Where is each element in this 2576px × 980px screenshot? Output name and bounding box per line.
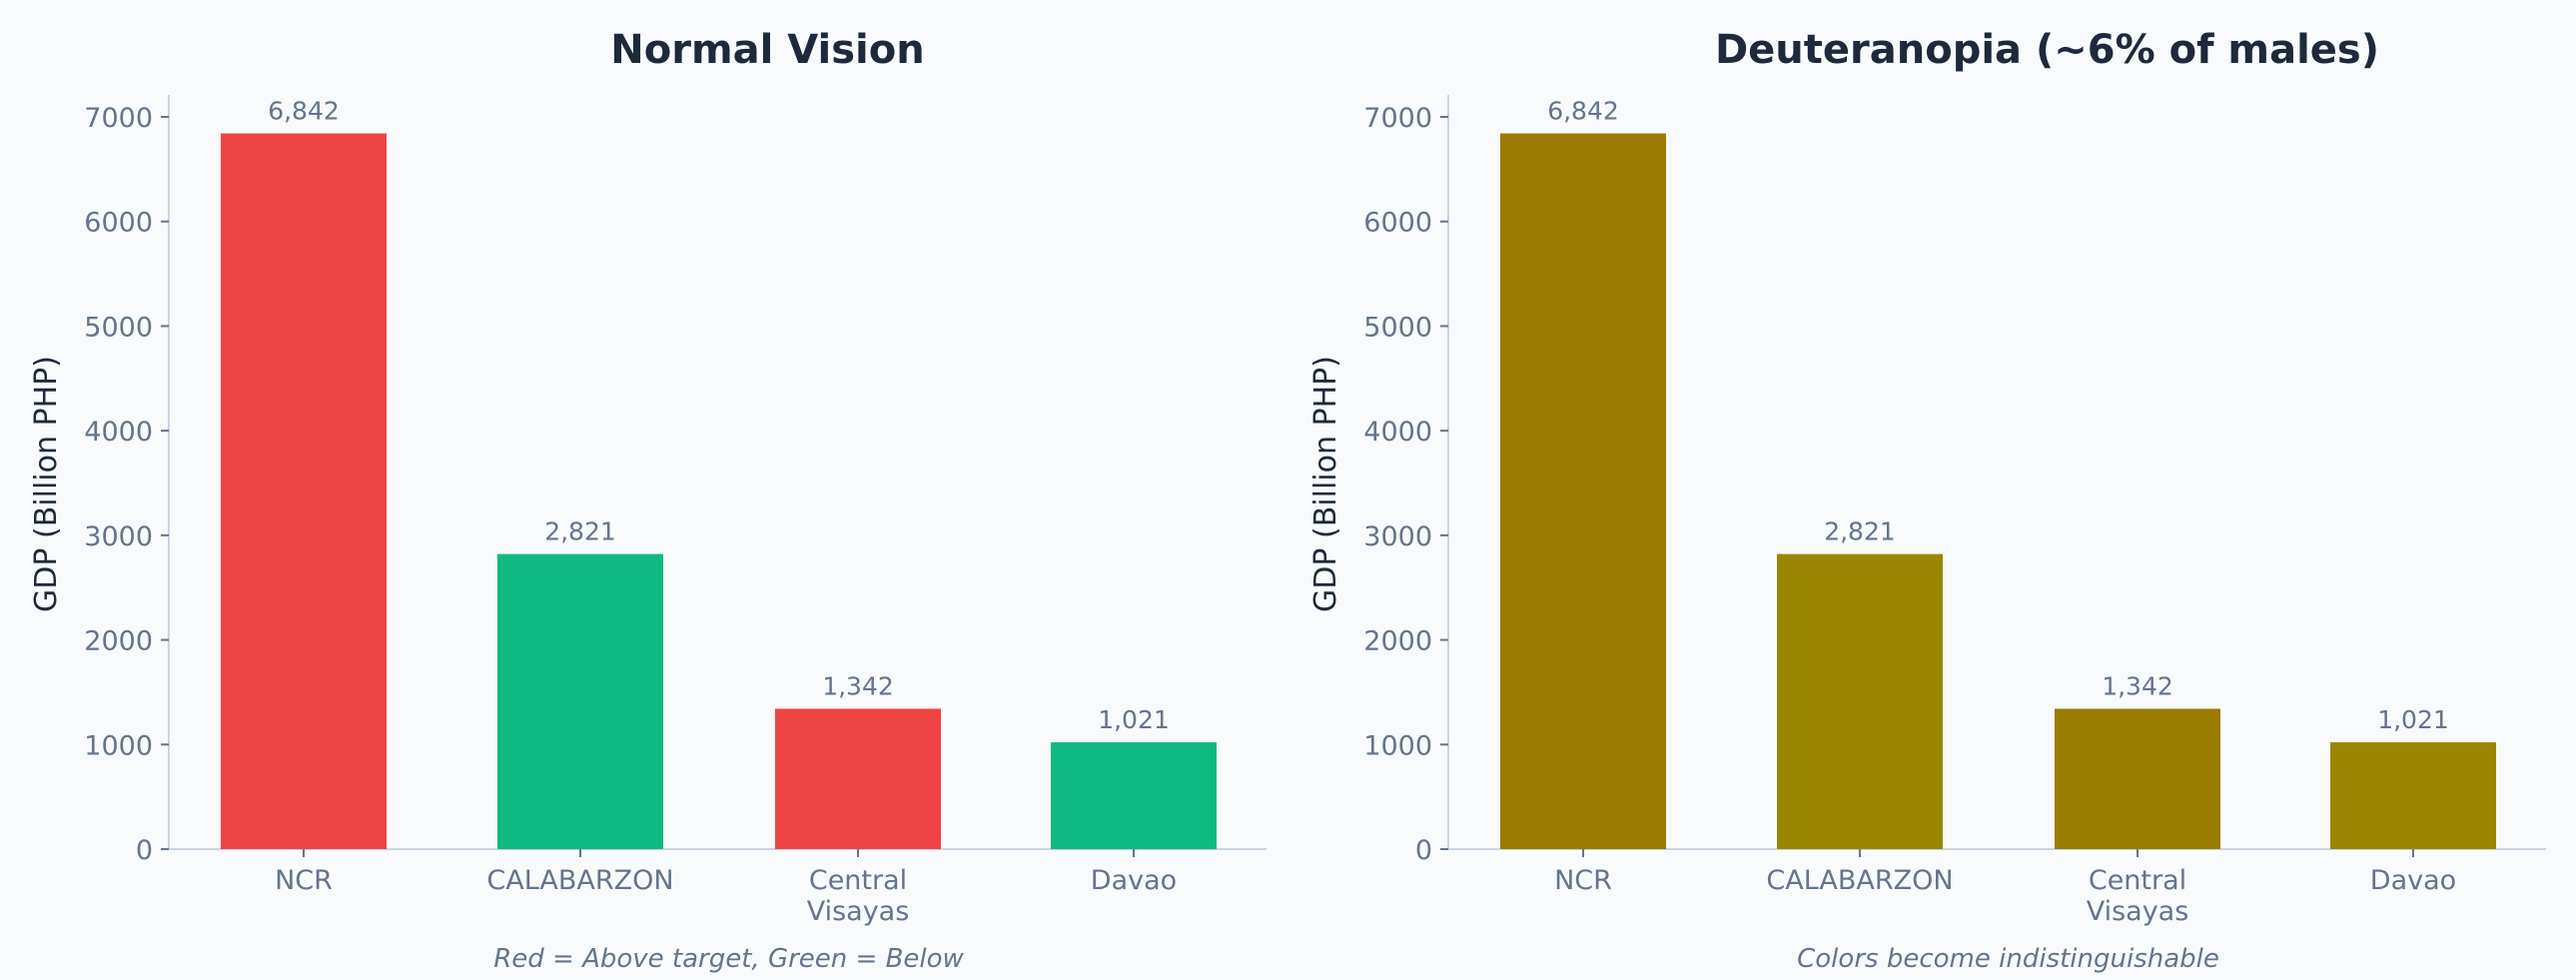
x-tick-label: Davao (2370, 865, 2456, 896)
y-tick-label: 1000 (84, 730, 153, 761)
y-tick-label: 1000 (1363, 730, 1432, 761)
y-tick-label: 0 (136, 835, 153, 866)
y-tick-label: 0 (1415, 835, 1432, 866)
y-tick-label: 7000 (84, 103, 153, 134)
x-tick-label: Central Visayas (807, 865, 910, 927)
x-tick-label: NCR (275, 865, 333, 896)
x-tick-label-line: Visayas (807, 896, 910, 927)
bar-value-label: 2,821 (544, 517, 616, 546)
y-tick-label: 5000 (84, 312, 153, 343)
bar (1777, 553, 1943, 849)
bar-value-label: 1,021 (2377, 705, 2449, 734)
x-tick-label-line: Central (809, 865, 907, 896)
y-tick-label: 5000 (1363, 312, 1432, 343)
bar-value-label: 1,342 (2102, 671, 2173, 700)
y-axis-label: GDP (Billion PHP) (29, 356, 64, 612)
y-tick-label: 3000 (1363, 521, 1432, 552)
y-tick-label: 4000 (84, 417, 153, 448)
bar-value-label: 1,342 (822, 671, 894, 700)
x-tick-label-line: Davao (1091, 865, 1177, 896)
x-tick-label-line: Visayas (2087, 896, 2189, 927)
x-tick-label: NCR (1554, 865, 1612, 896)
bar (497, 553, 663, 849)
y-tick-label: 7000 (1363, 103, 1432, 134)
bar-value-label: 6,842 (1547, 97, 1619, 126)
x-tick-label-line: Davao (2370, 865, 2456, 896)
chart-title: Deuteranopia (~6% of males) (1715, 27, 2379, 73)
y-tick-label: 4000 (1363, 417, 1432, 448)
y-tick-label: 2000 (84, 626, 153, 657)
y-axis-label: GDP (Billion PHP) (1308, 356, 1343, 612)
bar (2055, 708, 2220, 849)
x-tick-label: CALABARZON (1766, 865, 1953, 896)
bar-value-label: 6,842 (268, 97, 340, 126)
y-tick-label: 3000 (84, 521, 153, 552)
bar (221, 133, 387, 849)
y-tick-label: 2000 (1363, 626, 1432, 657)
x-tick-label: Central Visayas (2087, 865, 2189, 927)
panel-1: Deuteranopia (~6% of males) 0 1000 2000 3000… (1308, 27, 2546, 974)
y-tick-label: 6000 (84, 208, 153, 239)
x-tick-label-line: NCR (275, 865, 333, 896)
x-tick-label-line: CALABARZON (486, 865, 673, 896)
x-tick-label-line: NCR (1554, 865, 1612, 896)
chart-note: Colors become indistinguishable (1797, 944, 2219, 974)
chart-note: Red = Above target, Green = Below (493, 944, 964, 974)
bar (1500, 133, 1666, 849)
x-tick-label: Davao (1091, 865, 1177, 896)
bar (775, 708, 941, 849)
x-tick-label-line: CALABARZON (1766, 865, 1953, 896)
bar-value-label: 2,821 (1824, 517, 1896, 546)
panel-0: Normal Vision 0 1000 2000 3000 4000 5000 6000 70… (29, 27, 1267, 974)
x-tick-label-line: Central (2089, 865, 2186, 896)
x-tick-label: CALABARZON (486, 865, 673, 896)
bar (2330, 742, 2496, 849)
bar (1051, 742, 1217, 849)
chart-title: Normal Vision (610, 27, 924, 73)
bar-value-label: 1,021 (1098, 705, 1170, 734)
y-tick-label: 6000 (1363, 208, 1432, 239)
